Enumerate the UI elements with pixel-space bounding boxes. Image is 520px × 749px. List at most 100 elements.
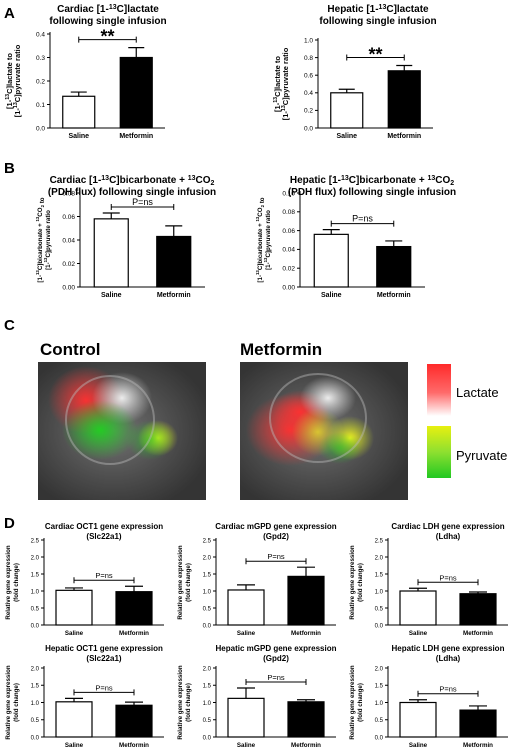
y-tick-label: 2.5 xyxy=(375,538,384,544)
panel-letter-a: A xyxy=(4,5,15,22)
chart-title-line: Cardiac OCT1 gene expression xyxy=(45,522,163,531)
chart-title-line: (Ldha) xyxy=(436,532,461,541)
significance-label: P=ns xyxy=(95,571,113,580)
chart-title-line: (PDH flux) following single infusion xyxy=(48,187,216,198)
panel-letter-b: B xyxy=(4,160,15,177)
significance-label: P=ns xyxy=(439,685,457,694)
y-tick-label: 0.5 xyxy=(203,606,212,612)
category-label: Metformin xyxy=(119,630,149,637)
category-label: Saline xyxy=(237,742,256,749)
y-tick-label: 2.0 xyxy=(375,555,384,561)
bar-saline xyxy=(399,590,437,626)
chart-title-line: Cardiac [1-13C]bicarbonate + 13CO2 xyxy=(50,175,215,187)
category-label: Metformin xyxy=(377,292,411,299)
y-tick-label: 0.06 xyxy=(282,228,295,235)
y-axis-label-line: (fold change) xyxy=(185,683,192,722)
chart-title-line: (Gpd2) xyxy=(263,654,289,663)
y-tick-label: 2.0 xyxy=(203,666,212,672)
y-tick-label: 0.04 xyxy=(62,237,75,244)
panel-letter-d: D xyxy=(4,515,15,532)
y-tick-label: 0.2 xyxy=(36,78,45,85)
category-label: Metformin xyxy=(119,742,149,749)
metformin-label: Metformin xyxy=(240,340,322,359)
chart-title-line: Cardiac mGPD gene expression xyxy=(215,522,336,531)
chart-title-line: following single infusion xyxy=(49,16,166,27)
y-tick-label: 0.0 xyxy=(375,735,384,741)
category-label: Metformin xyxy=(119,133,153,140)
y-axis-label-line: Relative gene expression xyxy=(349,545,356,620)
y-tick-label: 0.0 xyxy=(203,735,212,741)
chart-title-line: Hepatic [1-13C]lactate xyxy=(327,4,429,15)
bar-metformin xyxy=(156,235,192,288)
y-tick-label: 2.0 xyxy=(375,666,384,672)
chart-title-line: (PDH flux) following single infusion xyxy=(288,187,456,198)
y-axis-label-line: (fold change) xyxy=(185,563,192,602)
significance-label: P=ns xyxy=(267,552,285,561)
chart-title-line: Hepatic LDH gene expression xyxy=(392,644,505,653)
y-tick-label: 2.5 xyxy=(31,538,40,544)
y-tick-label: 0.02 xyxy=(282,266,295,273)
y-tick-label: 0.4 xyxy=(304,90,313,97)
significance-label: P=ns xyxy=(132,197,153,207)
bar-metformin xyxy=(459,709,497,738)
y-tick-label: 1.5 xyxy=(375,572,384,578)
significance-label: P=ns xyxy=(267,673,285,682)
y-tick-label: 2.0 xyxy=(203,555,212,561)
control-label: Control xyxy=(40,340,100,359)
y-axis-label-line: [1-13C]bicarbonate + 13CO2 to xyxy=(255,197,266,282)
chart-cardiac-bicarbonate: Cardiac [1-13C]bicarbonate + 13CO2(PDH f… xyxy=(35,175,216,299)
y-axis-label-line: (fold change) xyxy=(13,563,20,602)
y-tick-label: 1.5 xyxy=(375,684,384,690)
bar-metformin xyxy=(119,56,153,129)
chart-title-line: (Slc22a1) xyxy=(86,532,121,541)
y-axis-label-line: [1-13C]pyruvate ratio xyxy=(13,44,22,117)
bar-metformin xyxy=(287,701,325,738)
pyruvate-scale xyxy=(427,426,451,478)
significance-label: ** xyxy=(100,27,114,47)
y-tick-label: 2.0 xyxy=(31,666,40,672)
y-tick-label: 0.1 xyxy=(36,102,45,109)
y-tick-label: 1.5 xyxy=(31,572,40,578)
panel-letter-c: C xyxy=(4,317,15,334)
y-tick-label: 0.00 xyxy=(62,284,75,291)
category-label: Saline xyxy=(237,630,256,637)
significance-label: P=ns xyxy=(95,683,113,692)
y-axis-label-line: Relative gene expression xyxy=(177,545,184,620)
category-label: Metformin xyxy=(157,292,191,299)
category-label: Saline xyxy=(409,742,428,749)
bar-saline xyxy=(227,589,265,626)
lactate-scale xyxy=(427,364,451,416)
chart-title-line: (Slc22a1) xyxy=(86,654,121,663)
chart-hepatic-ldh: Hepatic LDH gene expression(Ldha) 0.0 0.5 1… xyxy=(349,644,508,749)
y-tick-label: 0.3 xyxy=(36,55,45,62)
y-tick-label: 0.06 xyxy=(62,214,75,221)
y-tick-label: 0.5 xyxy=(31,718,40,724)
y-tick-label: 2.0 xyxy=(31,555,40,561)
chart-title-line: Cardiac LDH gene expression xyxy=(391,522,504,531)
chart-title-line: Cardiac [1-13C]lactate xyxy=(57,4,159,15)
y-axis-label-line: Relative gene expression xyxy=(5,545,12,620)
chart-title-line: following single infusion xyxy=(319,16,436,27)
category-label: Metformin xyxy=(463,630,493,637)
y-tick-label: 1.0 xyxy=(203,589,212,595)
y-axis-label-line: [1-13C]pyruvate ratio xyxy=(263,210,272,270)
chart-cardiac-oct1: Cardiac OCT1 gene expression(Slc22a1) 0.0… xyxy=(5,522,164,637)
category-label: Saline xyxy=(101,292,122,299)
bar-saline xyxy=(55,701,93,738)
y-tick-label: 0.2 xyxy=(304,108,313,115)
y-axis-label-line: [1-13C]pyruvate ratio xyxy=(281,47,290,120)
bar-saline xyxy=(55,589,93,626)
color-legend: Lactate Pyruvate xyxy=(427,364,507,478)
category-label: Metformin xyxy=(387,133,421,140)
y-tick-label: 0.08 xyxy=(282,209,295,216)
category-label: Metformin xyxy=(291,630,321,637)
significance-label: P=ns xyxy=(352,214,373,224)
y-tick-label: 1.0 xyxy=(375,589,384,595)
category-label: Saline xyxy=(409,630,428,637)
category-label: Saline xyxy=(65,742,84,749)
y-axis-label-line: [1-13C]lactate to xyxy=(273,56,282,112)
category-label: Saline xyxy=(68,133,89,140)
